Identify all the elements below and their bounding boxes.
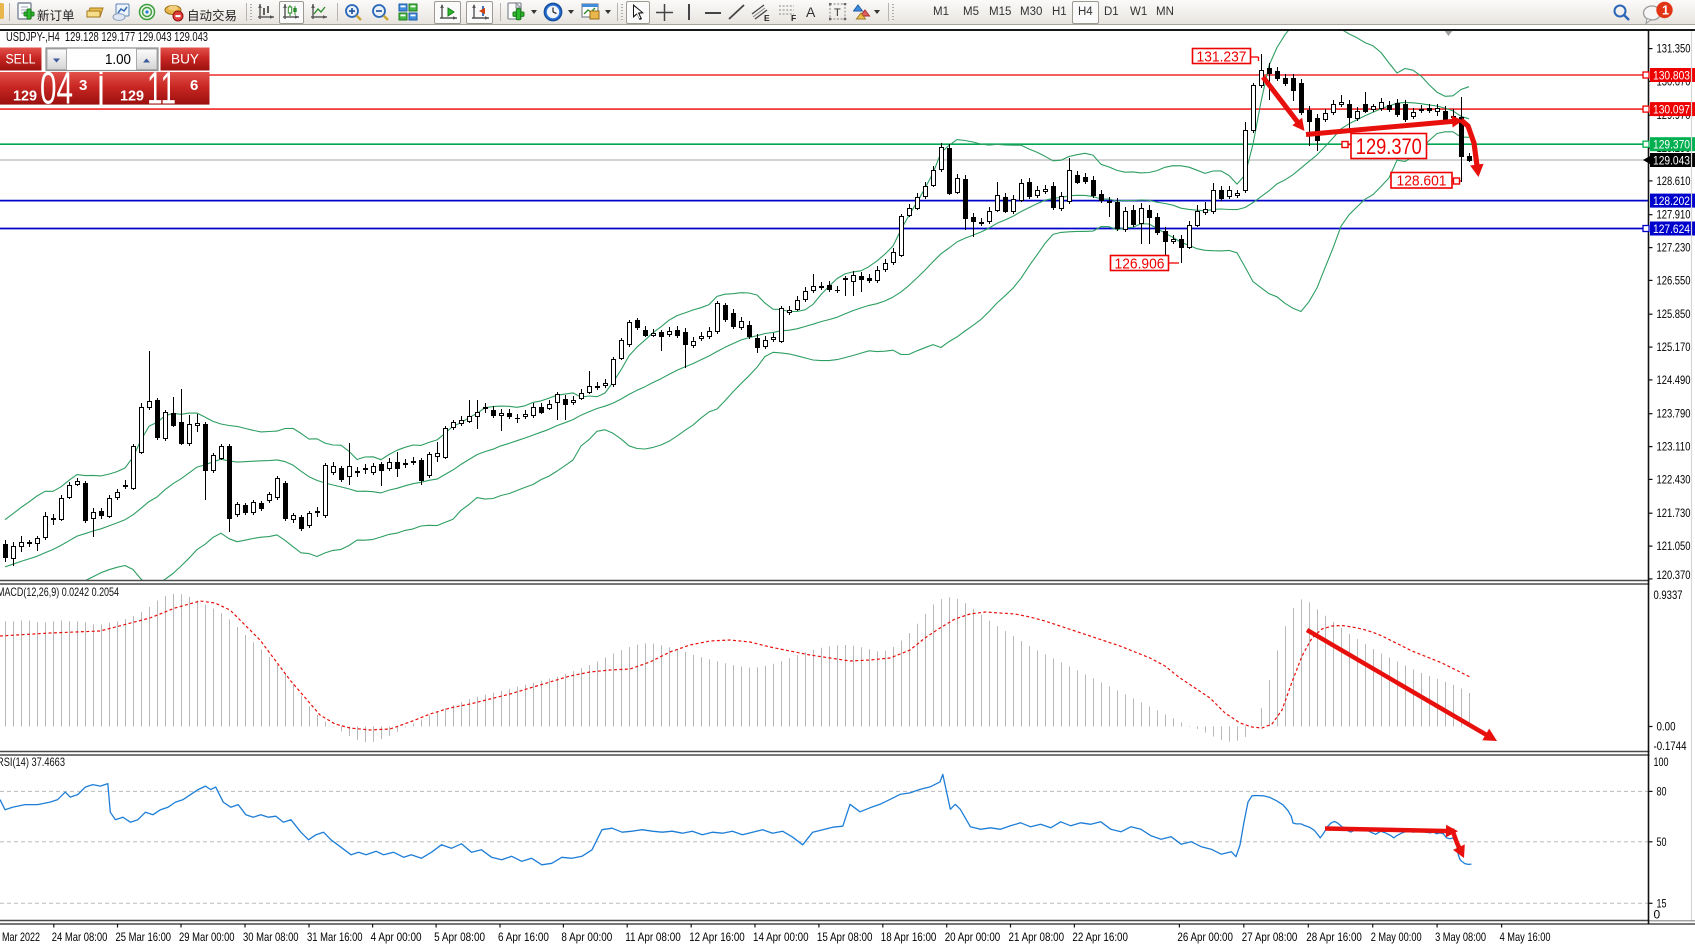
svg-text:15 Apr 08:00: 15 Apr 08:00	[817, 930, 873, 944]
svg-text:Mar 2022: Mar 2022	[2, 930, 40, 944]
svg-text:22 Apr 16:00: 22 Apr 16:00	[1072, 930, 1128, 944]
svg-text:21 Apr 08:00: 21 Apr 08:00	[1009, 930, 1065, 944]
svg-text:80: 80	[1657, 784, 1667, 798]
svg-text:3: 3	[79, 77, 87, 94]
svg-text:24 Mar 08:00: 24 Mar 08:00	[52, 930, 108, 944]
svg-text:-0.1744: -0.1744	[1654, 739, 1687, 753]
svg-text:131.350: 131.350	[1657, 42, 1691, 56]
svg-text:131.237: 131.237	[1197, 48, 1247, 65]
svg-text:3 May 08:00: 3 May 08:00	[1435, 930, 1486, 944]
svg-text:129: 129	[13, 88, 37, 105]
svg-text:30 Mar 08:00: 30 Mar 08:00	[243, 930, 299, 944]
svg-text:126.906: 126.906	[1115, 255, 1165, 272]
svg-text:2 May 00:00: 2 May 00:00	[1371, 930, 1422, 944]
svg-text:100: 100	[1654, 755, 1669, 769]
svg-text:MACD(12,26,9) 0.0242 0.2054: MACD(12,26,9) 0.0242 0.2054	[0, 585, 119, 599]
svg-text:128.202: 128.202	[1653, 194, 1690, 208]
svg-text:125.850: 125.850	[1657, 307, 1691, 321]
svg-text:127.910: 127.910	[1657, 208, 1691, 222]
svg-text:128.610: 128.610	[1657, 174, 1691, 188]
svg-text:130.097: 130.097	[1653, 102, 1690, 116]
svg-text:USDJPY-,H4 129.128 129.177 12: USDJPY-,H4 129.128 129.177 129.043 129.0…	[6, 30, 208, 44]
svg-text:31 Mar 16:00: 31 Mar 16:00	[307, 930, 363, 944]
svg-text:129: 129	[120, 88, 144, 105]
svg-text:0.9337: 0.9337	[1654, 588, 1683, 602]
svg-text:127.230: 127.230	[1657, 241, 1691, 255]
svg-text:11 Apr 08:00: 11 Apr 08:00	[625, 930, 681, 944]
svg-text:120.370: 120.370	[1657, 568, 1691, 582]
svg-text:T: T	[834, 7, 841, 19]
svg-text:121.730: 121.730	[1657, 506, 1691, 520]
svg-text:8 Apr 00:00: 8 Apr 00:00	[561, 930, 612, 944]
svg-text:0: 0	[1654, 908, 1661, 922]
svg-text:121.050: 121.050	[1657, 539, 1691, 553]
svg-text:11: 11	[147, 62, 176, 113]
svg-text:125.170: 125.170	[1657, 340, 1691, 354]
svg-text:SELL: SELL	[6, 52, 36, 67]
svg-text:28 Apr 16:00: 28 Apr 16:00	[1306, 930, 1362, 944]
svg-text:129.370: 129.370	[1653, 138, 1690, 152]
svg-text:6: 6	[190, 77, 198, 94]
svg-text:50: 50	[1657, 835, 1667, 849]
svg-text:1.00: 1.00	[105, 52, 131, 68]
svg-text:20 Apr 00:00: 20 Apr 00:00	[945, 930, 1001, 944]
svg-text:04: 04	[40, 62, 73, 113]
svg-text:BUY: BUY	[171, 52, 199, 67]
svg-text:F: F	[791, 13, 796, 22]
svg-text:15: 15	[1657, 896, 1667, 910]
svg-text:1: 1	[1662, 4, 1669, 18]
svg-text:129.043: 129.043	[1653, 153, 1690, 167]
svg-text:123.110: 123.110	[1657, 440, 1691, 454]
svg-text:123.790: 123.790	[1657, 407, 1691, 421]
svg-text:25 Mar 16:00: 25 Mar 16:00	[116, 930, 172, 944]
svg-text:122.430: 122.430	[1657, 472, 1691, 486]
svg-text:26 Apr 00:00: 26 Apr 00:00	[1177, 930, 1233, 944]
svg-text:129.370: 129.370	[1356, 134, 1422, 159]
svg-text:130.803: 130.803	[1653, 68, 1690, 82]
svg-text:14 Apr 00:00: 14 Apr 00:00	[753, 930, 809, 944]
svg-text:124.490: 124.490	[1657, 373, 1691, 387]
svg-text:5 Apr 08:00: 5 Apr 08:00	[434, 930, 485, 944]
svg-text:0.00: 0.00	[1657, 720, 1676, 734]
svg-text:RSI(14) 37.4663: RSI(14) 37.4663	[0, 755, 65, 769]
svg-text:12 Apr 16:00: 12 Apr 16:00	[689, 930, 745, 944]
svg-text:126.550: 126.550	[1657, 273, 1691, 287]
svg-text:E: E	[764, 13, 770, 22]
svg-text:18 Apr 16:00: 18 Apr 16:00	[881, 930, 937, 944]
svg-text:4 Apr 00:00: 4 Apr 00:00	[371, 930, 422, 944]
svg-text:29 Mar 00:00: 29 Mar 00:00	[179, 930, 235, 944]
svg-text:4 May 16:00: 4 May 16:00	[1500, 930, 1551, 944]
svg-text:6 Apr 16:00: 6 Apr 16:00	[498, 930, 549, 944]
svg-text:127.624: 127.624	[1653, 222, 1690, 236]
svg-text:27 Apr 08:00: 27 Apr 08:00	[1242, 930, 1298, 944]
svg-text:128.601: 128.601	[1397, 173, 1447, 190]
